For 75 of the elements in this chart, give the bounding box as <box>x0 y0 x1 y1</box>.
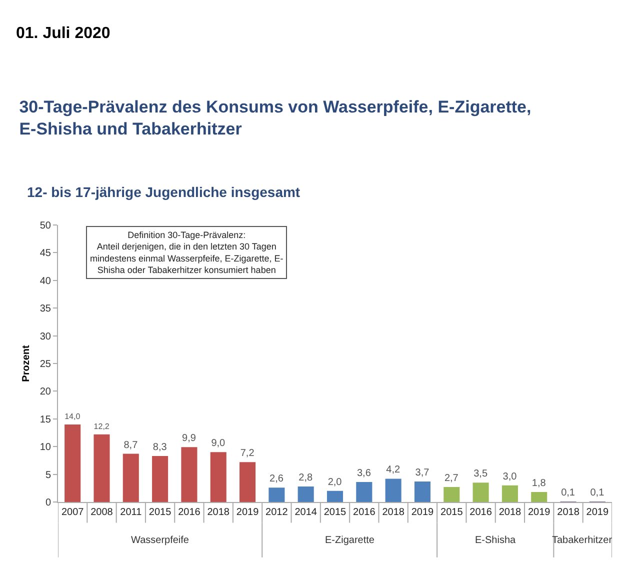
x-tick-label: 2011 <box>120 507 142 518</box>
text: E-Zigarette <box>325 535 375 546</box>
bar <box>444 487 460 502</box>
x-tick-label: 2019 <box>528 507 551 518</box>
bar <box>210 452 226 502</box>
data-label: 4,2 <box>386 464 400 476</box>
bar <box>356 482 372 502</box>
y-tick-label: 30 <box>40 331 52 342</box>
data-label: 7,2 <box>240 448 255 460</box>
x-tick-label: 2015 <box>440 507 464 518</box>
bar <box>298 486 314 502</box>
y-tick-label: 45 <box>40 248 52 260</box>
x-tick-label: 2007 <box>61 507 84 518</box>
data-label: 0,1 <box>590 487 605 498</box>
x-tick-label: 2015 <box>148 507 172 518</box>
bar <box>531 492 548 502</box>
bar <box>181 447 198 502</box>
x-tick-label: 2014 <box>294 507 318 518</box>
bar <box>152 456 168 502</box>
y-tick-label: 0 <box>45 498 52 508</box>
chart-subtitle: 12- bis 17-jährige Jugendliche insgesamt <box>27 184 300 200</box>
y-tick-label: 10 <box>40 442 52 454</box>
x-tick-label: 2019 <box>236 507 260 518</box>
y-tick-label: 15 <box>40 414 52 426</box>
y-tick-label: 20 <box>40 386 52 398</box>
y-axis-title: Prozent <box>20 344 32 382</box>
bar <box>385 478 402 502</box>
bar <box>64 424 81 502</box>
bar <box>472 482 489 502</box>
data-label: 1,8 <box>532 478 546 490</box>
data-label: 14,0 <box>64 412 81 422</box>
bar <box>502 485 518 502</box>
bar <box>414 482 430 502</box>
text: Wasserpfeife <box>131 535 190 546</box>
x-tick-label: 2016 <box>178 507 201 518</box>
x-tick-label: 2016 <box>353 507 376 518</box>
data-label: 12,2 <box>94 422 110 431</box>
y-tick-label: 40 <box>40 276 52 287</box>
data-label: 8,3 <box>152 442 168 454</box>
data-label: 0,1 <box>561 487 576 498</box>
x-tick-label: 2012 <box>266 507 288 518</box>
bar <box>268 488 285 502</box>
data-label: 3,7 <box>415 468 430 478</box>
y-tick-label: 50 <box>40 220 52 232</box>
x-tick-label: 2015 <box>324 507 347 518</box>
x-tick-label: 2008 <box>90 507 114 518</box>
x-tick-label: 2018 <box>557 507 580 518</box>
data-label: 8,7 <box>124 440 138 451</box>
data-label: 9,9 <box>182 433 196 444</box>
data-label: 2,0 <box>328 476 342 488</box>
y-tick-label: 35 <box>40 304 52 315</box>
text: Tabakerhitzer <box>552 535 613 546</box>
data-label: 2,6 <box>270 474 284 485</box>
text: 01. Juli 2020 <box>16 25 110 42</box>
bar <box>94 434 110 502</box>
bar <box>122 454 139 502</box>
x-tick-label: 2018 <box>498 507 522 518</box>
x-tick-label: 2019 <box>411 507 434 518</box>
data-label: 2,8 <box>298 472 314 484</box>
bar <box>326 490 344 502</box>
bar <box>240 462 256 502</box>
data-label: 3,5 <box>474 468 488 480</box>
data-label: 2,7 <box>444 473 459 484</box>
x-tick-label: 2018 <box>382 507 405 518</box>
y-tick-label: 5 <box>45 470 52 481</box>
annotation: Definition 30-Tage-Prävalenz: Anteil derjenigen, die in den letzten 30 Tagen mindestens einmal Wasserpfeife, E-Zigarette, E- Shisha oder Tabakerhitzer konsumiert haben <box>90 230 284 276</box>
x-tick-label: 2019 <box>586 507 609 518</box>
chart-title: 30-Tage-Prävalenz des Konsums von Wasserpfeife, E-Zigarette, E-Shisha und Tabakerhitzer <box>19 97 532 138</box>
x-tick-label: 2016 <box>470 507 492 518</box>
x-tick-label: 2018 <box>207 507 230 518</box>
data-label: 9,0 <box>211 438 226 450</box>
y-tick-label: 25 <box>40 359 52 370</box>
data-label: 3,0 <box>502 471 518 482</box>
data-label: 3,6 <box>356 468 372 480</box>
text: E-Shisha <box>475 535 516 546</box>
